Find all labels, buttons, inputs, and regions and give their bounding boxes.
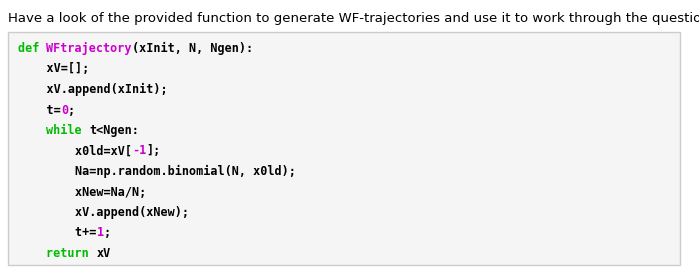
Text: x0ld=xV[: x0ld=xV[ [18, 145, 132, 158]
Text: t+=: t+= [18, 227, 96, 240]
Text: xV.append(xNew);: xV.append(xNew); [18, 206, 189, 219]
Text: 0: 0 [61, 104, 68, 117]
Text: xV=[];: xV=[]; [18, 63, 89, 76]
Text: -1: -1 [132, 145, 146, 158]
Bar [8, 32, 680, 265]
Text: Na=np.random.binomial(N, x0ld);: Na=np.random.binomial(N, x0ld); [18, 165, 296, 178]
Text: ;: ; [103, 227, 110, 240]
Text: Have a look of the provided function to generate WF-trajectories and use it to w: Have a look of the provided function to … [8, 12, 699, 25]
Text: ;: ; [68, 104, 75, 117]
Text: ];: ]; [146, 145, 161, 158]
Text: xNew=Na/N;: xNew=Na/N; [18, 186, 146, 199]
Text: t=: t= [18, 104, 61, 117]
Text: while: while [47, 124, 89, 137]
Text: return: return [47, 247, 96, 260]
Text: WFtrajectory: WFtrajectory [47, 42, 132, 55]
Text: xV: xV [96, 247, 110, 260]
Text: def: def [18, 42, 47, 55]
Text: 1: 1 [96, 227, 103, 240]
Text: (xInit, N, Ngen):: (xInit, N, Ngen): [132, 42, 253, 55]
Text: t<Ngen:: t<Ngen: [89, 124, 139, 137]
Text: xV.append(xInit);: xV.append(xInit); [18, 83, 168, 96]
